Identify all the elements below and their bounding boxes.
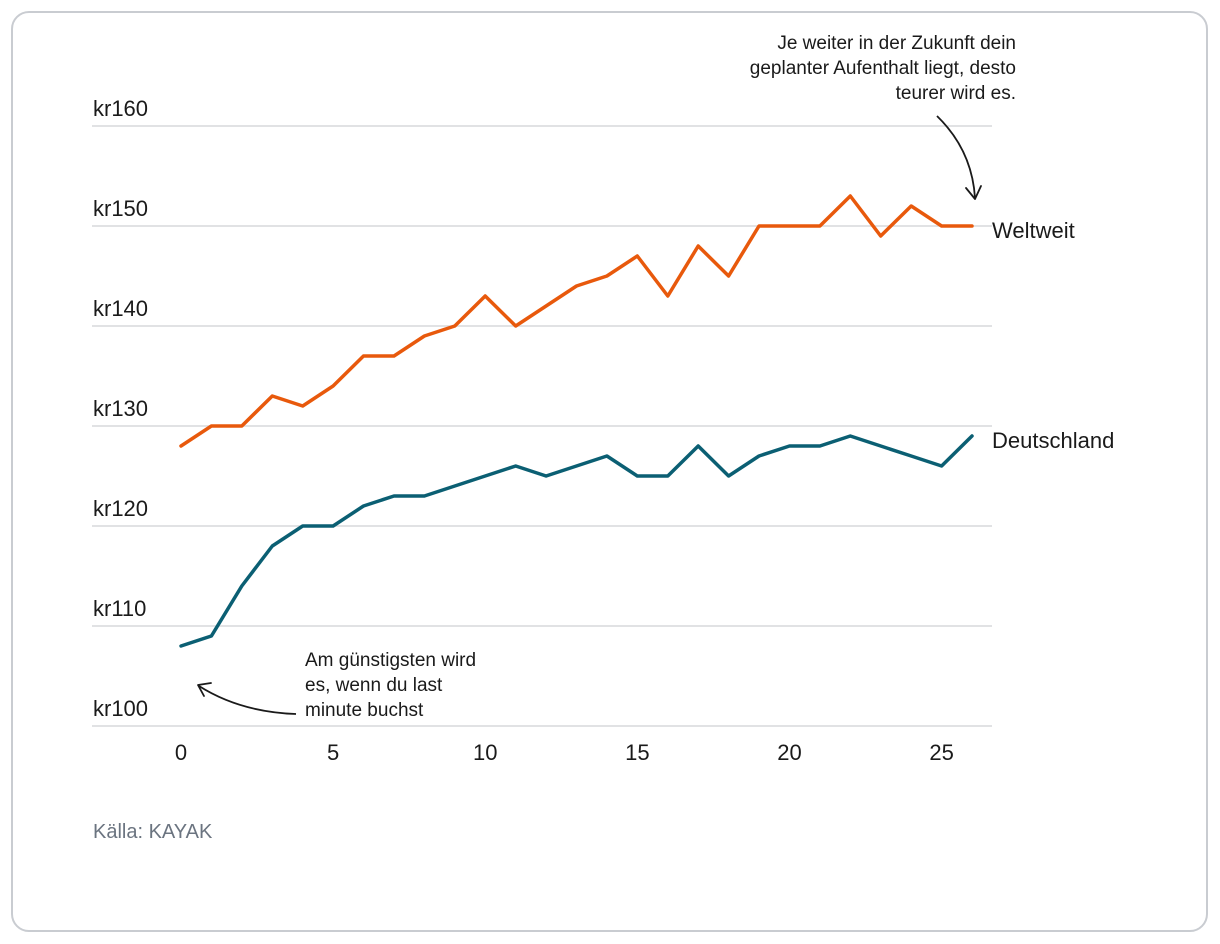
y-axis-ticks: kr100 kr110 kr120 kr130 kr140 kr150 kr160	[93, 96, 148, 721]
annotation-last-minute: Am günstigsten wird es, wenn du last minut…	[305, 650, 476, 721]
x-tick-label: 15	[625, 740, 649, 765]
x-tick-label: 0	[175, 740, 187, 765]
x-tick-label: 20	[777, 740, 801, 765]
series-line-deutschland	[179, 434, 974, 648]
x-tick-label: 5	[327, 740, 339, 765]
series-label-deutschland: Deutschland	[992, 428, 1114, 453]
y-tick-label: kr100	[93, 696, 148, 721]
y-tick-label: kr110	[93, 596, 146, 621]
series-label-weltweit: Weltweit	[992, 218, 1075, 243]
arrow-future	[936, 115, 976, 199]
y-tick-label: kr140	[93, 296, 148, 321]
y-tick-label: kr160	[93, 96, 148, 121]
arrowhead-icon	[965, 185, 982, 200]
annotation-future: Je weiter in der Zukunft dein geplanter A…	[750, 33, 1016, 104]
arrow-last-minute	[198, 685, 297, 715]
y-tick-label: kr150	[93, 196, 148, 221]
chart-card	[11, 11, 1208, 932]
series-lines	[179, 194, 974, 648]
series-labels: Weltweit Deutschland	[992, 218, 1114, 453]
y-tick-label: kr130	[93, 396, 148, 421]
x-tick-label: 10	[473, 740, 497, 765]
arrowhead-icon	[197, 682, 212, 697]
source-note: Källa: KAYAK	[93, 821, 213, 843]
gridlines	[92, 125, 992, 727]
x-axis-ticks: 0 5 10 15 20 25	[175, 740, 954, 765]
y-tick-label: kr120	[93, 496, 148, 521]
annotations: Je weiter in der Zukunft dein geplanter A…	[197, 33, 1016, 721]
series-line-weltweit	[179, 194, 974, 448]
x-tick-label: 25	[929, 740, 953, 765]
